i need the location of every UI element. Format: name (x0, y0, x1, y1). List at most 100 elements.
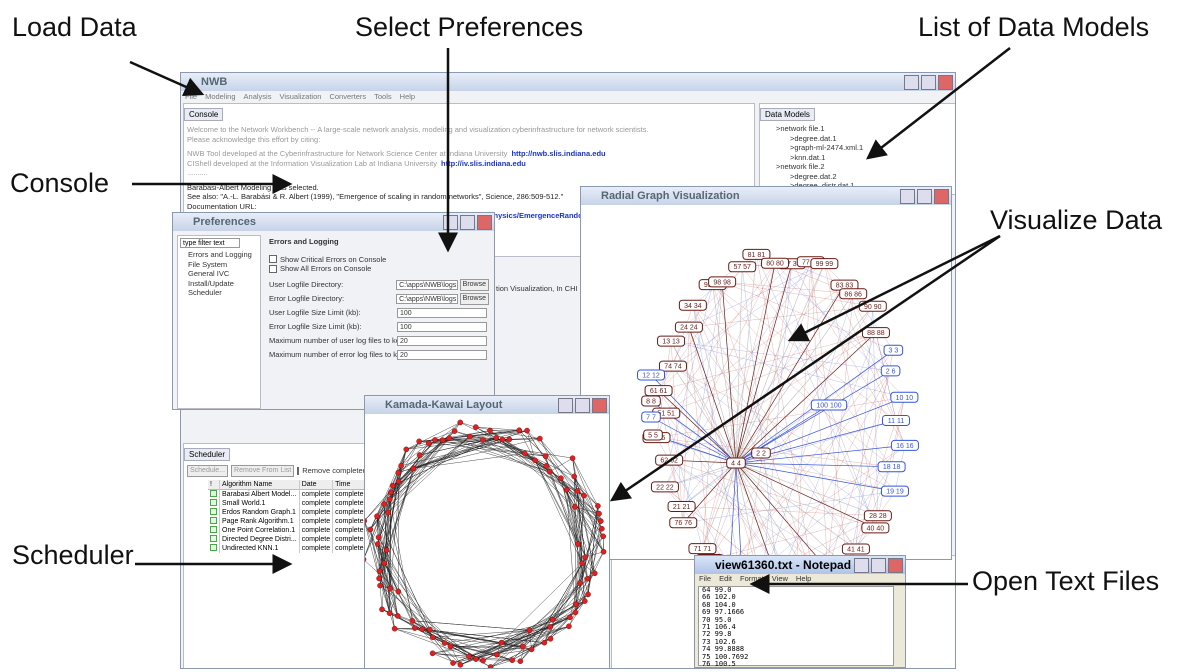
menu-item[interactable]: File (185, 92, 198, 101)
graph-node: 90 90 (858, 300, 887, 312)
edge (735, 462, 896, 492)
pref-nav-item[interactable]: Errors and Logging (188, 250, 252, 259)
field-row: Error Logfile Directory: C:\apps\NWB\logs… (269, 292, 489, 306)
graph-node (416, 452, 423, 458)
field-row: User Logfile Size Limit (kb): 100 (269, 306, 489, 320)
column-header[interactable]: Time (332, 480, 367, 490)
edge (383, 436, 470, 505)
header-row: ! Algorithm Name Date Time (208, 480, 367, 490)
table-row[interactable]: Page Rank Algorithm.1 complete complete (208, 517, 367, 526)
graph-node (457, 661, 464, 668)
edge (413, 438, 540, 469)
field-input[interactable]: C:\apps\NWB\logs (396, 279, 458, 290)
menu-item[interactable]: Edit (719, 574, 733, 583)
tree-item[interactable]: >network file.1 (776, 124, 825, 133)
pref-nav-item[interactable]: Scheduler (188, 288, 222, 297)
console-line: Documentation URL: (187, 202, 751, 212)
graph-node (381, 560, 388, 566)
kamada-graph (365, 419, 607, 668)
edge (534, 460, 604, 552)
console-link[interactable]: http://iv.slis.indiana.edu (441, 158, 526, 168)
checkbox-label: Remove completed autom (302, 466, 390, 476)
title-bar: Preferences (173, 213, 494, 231)
menu-item[interactable]: Modeling (205, 92, 236, 101)
filter-box[interactable]: type filter text (180, 238, 240, 248)
menu-item[interactable]: Format (740, 574, 764, 583)
graph-node (374, 513, 380, 520)
graph-node (395, 478, 402, 485)
field-input[interactable]: 20 (397, 335, 487, 346)
column-header[interactable]: Date (299, 480, 334, 490)
checkbox-label: Show All Errors on Console (280, 264, 372, 273)
toolbar-button[interactable]: Schedule... (187, 465, 229, 477)
tree-item[interactable]: >degree.dat.2 (790, 171, 837, 181)
tree-item[interactable]: >degree_distr.dat.1 (762, 181, 954, 191)
scheduler-tab[interactable]: Scheduler (184, 448, 231, 461)
menu-item[interactable]: Help (795, 574, 812, 583)
node-box (863, 510, 892, 522)
table-row[interactable]: Barabasi Albert Model... complete complete (208, 489, 367, 499)
menu-item[interactable]: View (771, 574, 788, 583)
pref-nav-item[interactable]: File System (188, 259, 228, 269)
table-row[interactable]: Small World.1 complete complete (208, 499, 367, 508)
menu-item[interactable]: Analysis (243, 92, 272, 101)
edge (383, 504, 390, 614)
menu-item[interactable]: Visualization (279, 92, 322, 101)
window-title: view61360.txt - Notepad (715, 558, 852, 572)
graph-node (395, 588, 402, 595)
table-row[interactable]: Erdos Random Graph.1 complete complete (208, 508, 367, 517)
checkbox[interactable] (269, 255, 277, 264)
table-row[interactable]: Directed Degree Distri... complete complet… (208, 535, 367, 544)
checkbox-label: Show Critical Errors on Console (280, 254, 387, 264)
node-label: 99 99 (816, 261, 834, 268)
toolbar-button[interactable]: Remove From List (231, 465, 295, 477)
pref-nav-item[interactable]: General IVC (188, 269, 230, 278)
field-input[interactable]: C:\apps\NWB\logs (396, 293, 458, 304)
graph-node (416, 438, 422, 445)
menu-item[interactable]: Help (399, 92, 416, 101)
table-cell: complete (332, 499, 367, 508)
node-box (861, 522, 890, 534)
table-cell: complete (299, 508, 334, 517)
browse-button[interactable]: Browse (459, 292, 489, 305)
tree-item[interactable]: >degree.dat.1 (790, 133, 837, 143)
graph-node (521, 450, 528, 457)
menu-item[interactable]: Converters (329, 92, 367, 101)
tree-item[interactable]: >network file.2 (776, 162, 825, 171)
graph-node (532, 457, 538, 464)
graph-node (582, 554, 589, 560)
node-label: 34 34 (684, 303, 702, 310)
graph-node (457, 419, 464, 426)
browse-button[interactable]: Browse (459, 278, 489, 291)
node-label: 80 80 (766, 261, 784, 268)
edge (386, 550, 398, 616)
console-text: Barabasi-Albert Modeling was selected. (187, 182, 319, 192)
column-header[interactable]: Algorithm Name (219, 480, 300, 490)
edge (549, 458, 573, 472)
field-input[interactable]: 20 (397, 349, 487, 360)
table-row[interactable]: Undirected KNN.1 complete complete (208, 544, 367, 553)
edge (401, 441, 420, 466)
table-row[interactable]: One Point Correlation.1 complete complete (208, 526, 367, 535)
menu-item[interactable]: File (699, 574, 712, 583)
node-label: 61 61 (650, 388, 668, 395)
graph-node (519, 643, 526, 650)
graph-node (498, 639, 505, 646)
menu-item[interactable]: Tools (374, 92, 392, 101)
edge (386, 472, 399, 551)
tree-item[interactable]: >knn.dat.1 (790, 152, 826, 162)
tree-item[interactable]: >graph-ml-2474.xml.1 (790, 143, 864, 152)
checkbox[interactable] (269, 264, 277, 273)
edge (412, 620, 454, 664)
field-input[interactable]: 100 (397, 307, 487, 318)
data-models-tab[interactable]: Data Models (760, 108, 815, 121)
checkbox[interactable] (297, 467, 300, 475)
console-link[interactable]: http://nwb.slis.indiana.edu (511, 149, 606, 158)
pref-nav-item[interactable]: Install/Update (188, 278, 234, 288)
console-tab[interactable]: Console (184, 108, 224, 121)
field-input[interactable]: 100 (397, 321, 487, 332)
graph-node (379, 606, 385, 613)
column-header[interactable]: ! (208, 480, 220, 490)
node-label: 5 5 (648, 433, 658, 440)
